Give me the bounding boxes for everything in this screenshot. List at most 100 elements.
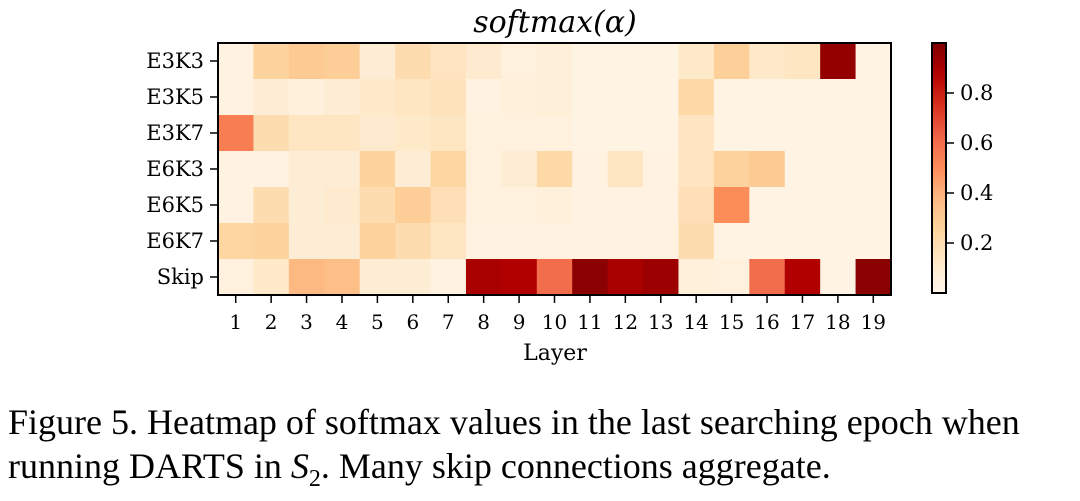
- x-tick-label: 13: [648, 310, 673, 334]
- heatmap-cell: [218, 259, 255, 296]
- x-tick-label: 8: [477, 310, 490, 334]
- heatmap-cell: [572, 115, 609, 152]
- heatmap-cell: [784, 223, 821, 260]
- heatmap-cell: [536, 79, 573, 116]
- heatmap-cell: [359, 259, 396, 296]
- heatmap-cell: [855, 43, 892, 80]
- heatmap-cell: [536, 115, 573, 152]
- heatmap-cell: [465, 259, 502, 296]
- heatmap-cell: [607, 115, 644, 152]
- x-tick-label: 1: [229, 310, 242, 334]
- heatmap-cell: [678, 43, 715, 80]
- heatmap-cell: [536, 259, 573, 296]
- heatmap-cell: [749, 43, 786, 80]
- heatmap-cell: [218, 43, 255, 80]
- caption-prefix: Figure 5. Heatmap of softmax values in t…: [8, 402, 1020, 486]
- heatmap-cell: [572, 43, 609, 80]
- heatmap-cell: [820, 115, 857, 152]
- heatmap-cell: [324, 259, 361, 296]
- x-tick-label: 14: [683, 310, 708, 334]
- heatmap-cell: [324, 151, 361, 188]
- heatmap-cell: [784, 79, 821, 116]
- heatmap-cell: [749, 187, 786, 224]
- heatmap-cell: [430, 151, 467, 188]
- heatmap-cell: [855, 79, 892, 116]
- heatmap-cell: [288, 187, 325, 224]
- heatmap-cell: [820, 187, 857, 224]
- heatmap-cell: [855, 151, 892, 188]
- heatmap-cell: [395, 43, 432, 80]
- x-axis-label: Layer: [523, 341, 587, 366]
- x-tick-label: 4: [336, 310, 349, 334]
- y-tick-label: E6K5: [146, 193, 204, 217]
- heatmap-cell: [678, 187, 715, 224]
- heatmap-cell: [855, 259, 892, 296]
- y-tick-label: E6K7: [146, 229, 204, 253]
- heatmap-cell: [465, 115, 502, 152]
- heatmap-cell: [253, 43, 290, 80]
- heatmap-cell: [678, 115, 715, 152]
- heatmap-cell: [288, 79, 325, 116]
- heatmap-cell: [395, 115, 432, 152]
- heatmap-cell: [430, 187, 467, 224]
- heatmap-cell: [501, 223, 538, 260]
- heatmap-cell: [643, 115, 680, 152]
- heatmap-cell: [288, 151, 325, 188]
- colorbar-tick-label: 0.2: [960, 231, 993, 255]
- heatmap-cell: [607, 187, 644, 224]
- heatmap-cell: [430, 43, 467, 80]
- heatmap-cell: [607, 223, 644, 260]
- x-tick-label: 11: [577, 310, 602, 334]
- heatmap-cell: [324, 79, 361, 116]
- heatmap-cell: [784, 115, 821, 152]
- heatmap-cell: [713, 151, 750, 188]
- heatmap-cell: [749, 259, 786, 296]
- heatmap-cell: [501, 115, 538, 152]
- x-tick-label: 16: [754, 310, 779, 334]
- heatmap-cell: [253, 151, 290, 188]
- heatmap-cell: [678, 151, 715, 188]
- heatmap-cell: [218, 115, 255, 152]
- x-tick-label: 2: [265, 310, 278, 334]
- heatmap-cell: [218, 151, 255, 188]
- heatmap-cell: [749, 151, 786, 188]
- chart-title: softmax(α): [473, 5, 637, 40]
- y-tick-labels: E3K3 E3K5 E3K7 E6K3 E6K5 E6K7 Skip: [146, 49, 218, 289]
- heatmap-cell: [430, 79, 467, 116]
- heatmap-cell: [395, 259, 432, 296]
- heatmap-cell: [395, 79, 432, 116]
- heatmap-cell: [465, 151, 502, 188]
- heatmap-cell: [643, 187, 680, 224]
- heatmap-cell: [253, 79, 290, 116]
- colorbar-ticks: 0.2 0.4 0.6 0.8: [946, 81, 993, 255]
- heatmap-cell: [820, 259, 857, 296]
- heatmap-cell: [501, 79, 538, 116]
- heatmap-cell: [395, 151, 432, 188]
- y-tick-label: E3K3: [146, 49, 204, 73]
- heatmap-cell: [253, 187, 290, 224]
- x-tick-label: 7: [442, 310, 455, 334]
- colorbar-tick-label: 0.6: [960, 131, 993, 155]
- heatmap-cell: [678, 259, 715, 296]
- heatmap-cell: [572, 259, 609, 296]
- heatmap-cell: [324, 223, 361, 260]
- heatmap-cell: [607, 43, 644, 80]
- x-tick-label: 6: [406, 310, 419, 334]
- heatmap-cell: [784, 43, 821, 80]
- heatmap-cell: [288, 223, 325, 260]
- heatmap-cell: [643, 43, 680, 80]
- heatmap-cell: [501, 187, 538, 224]
- caption-suffix: . Many skip connections aggregate.: [320, 446, 831, 486]
- heatmap-cell: [678, 223, 715, 260]
- heatmap-cell: [713, 223, 750, 260]
- heatmap-cell: [501, 43, 538, 80]
- heatmap-cells: [218, 43, 892, 296]
- heatmap-cell: [465, 79, 502, 116]
- heatmap-cell: [501, 151, 538, 188]
- heatmap-cell: [855, 115, 892, 152]
- heatmap-cell: [359, 43, 396, 80]
- heatmap-cell: [784, 151, 821, 188]
- heatmap-cell: [501, 259, 538, 296]
- heatmap-cell: [218, 79, 255, 116]
- heatmap-cell: [820, 43, 857, 80]
